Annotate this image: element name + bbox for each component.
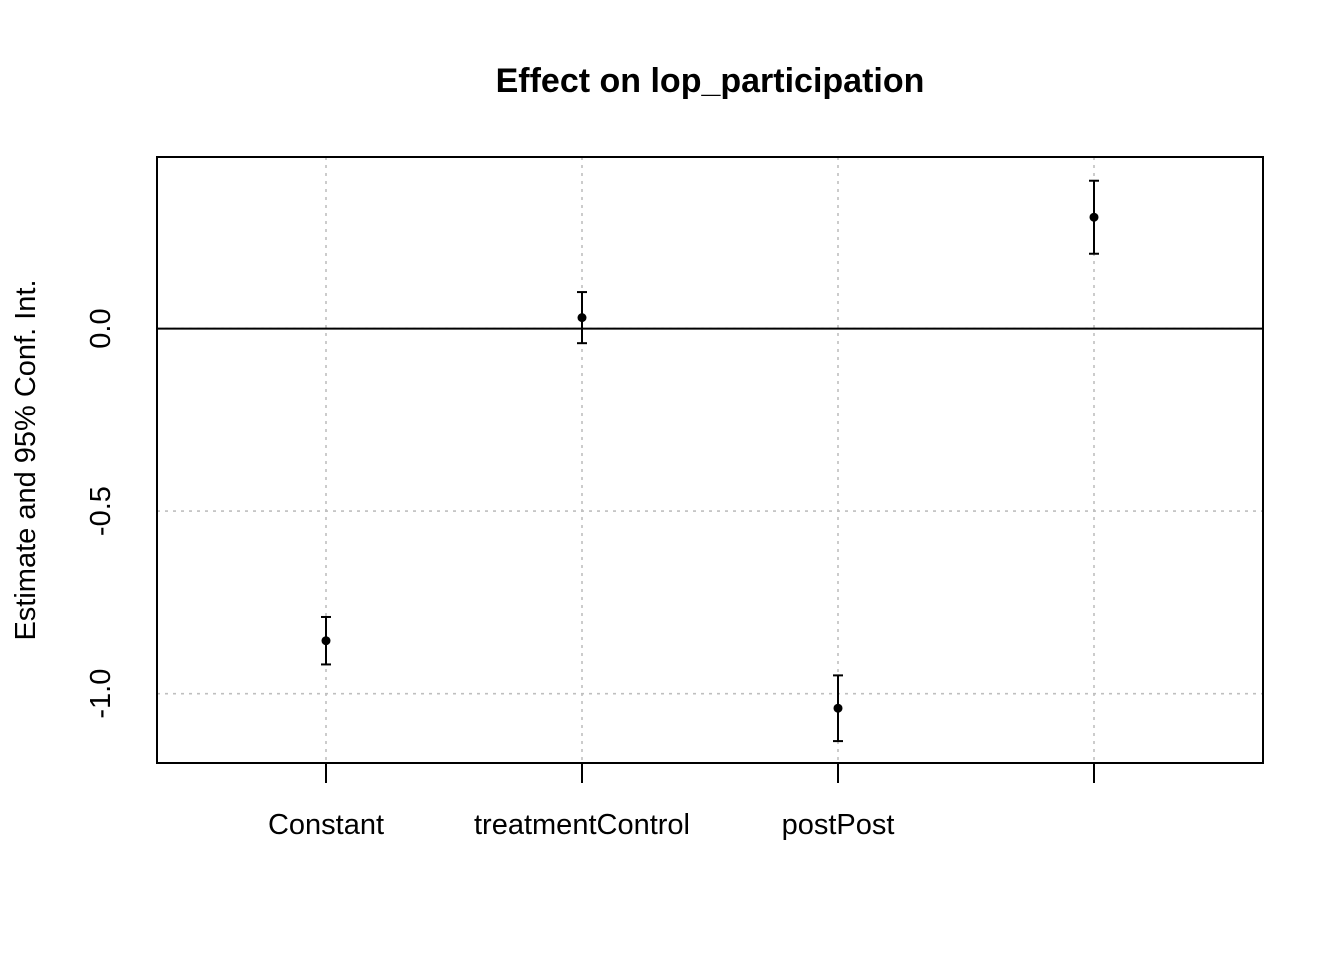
y-axis-label: Estimate and 95% Conf. Int. bbox=[10, 279, 42, 640]
x-tick-label: postPost bbox=[782, 809, 895, 841]
y-tick-label: -0.5 bbox=[85, 486, 117, 536]
estimate-point bbox=[833, 703, 843, 713]
estimate-marks bbox=[321, 179, 1099, 743]
x-tick-label: treatmentControl bbox=[474, 809, 690, 841]
plot-frame bbox=[156, 156, 1264, 764]
x-tick-label: Constant bbox=[268, 809, 384, 841]
axes: Constant treatmentControl postPost -1.0 -0.5… bbox=[85, 308, 1095, 841]
chart-title: Effect on lop_participation bbox=[496, 62, 925, 100]
y-tick-label: -1.0 bbox=[85, 669, 117, 719]
grid-lines bbox=[157, 157, 1263, 763]
estimate-point bbox=[1089, 212, 1099, 222]
estimate-point bbox=[577, 313, 587, 323]
y-tick-label: 0.0 bbox=[85, 308, 117, 348]
estimate-point bbox=[321, 636, 331, 646]
